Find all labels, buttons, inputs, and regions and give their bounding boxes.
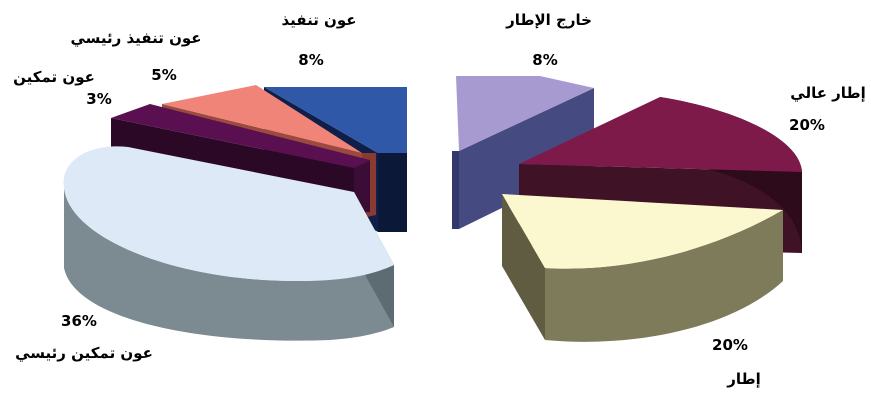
label-awn-tanfeedh-raeesi-value: 5% xyxy=(151,66,176,84)
label-awn-tamkeen-value: 3% xyxy=(86,90,111,108)
label-itar-aali-name: إطار عالي xyxy=(790,84,865,102)
slice-itar-side xyxy=(502,194,545,340)
slice-itar xyxy=(502,194,783,342)
slice-awn-tanfeedh-top xyxy=(264,87,407,153)
label-awn-tamkeen-raeesi-value: 36% xyxy=(61,312,97,330)
label-awn-tamkeen-raeesi-name: عون تمكين رئيسي xyxy=(15,344,153,362)
label-awn-tanfeedh-value: 8% xyxy=(298,51,323,69)
label-awn-tamkeen-name: عون تمكين xyxy=(13,68,95,86)
label-itar-value: 20% xyxy=(712,336,748,354)
label-kharij-al-itar-value: 8% xyxy=(532,51,557,69)
slice-awn-tamkeen-raeesi xyxy=(63,146,395,341)
slice-kharij-al-itar-top xyxy=(456,76,594,151)
slice-awn-tamkeen-raeesi-side xyxy=(64,188,394,341)
slice-kharij-al-itar xyxy=(452,76,594,229)
slice-itar-aali-top xyxy=(519,97,802,172)
slice-itar-top xyxy=(502,194,783,269)
label-kharij-al-itar-name: خارج الإطار xyxy=(505,11,592,29)
label-awn-tanfeedh-raeesi-name: عون تنفيذ رئيسي xyxy=(70,29,201,47)
label-itar-name: إطار xyxy=(726,370,761,388)
label-itar-aali-value: 20% xyxy=(789,116,825,134)
slice-awn-tamkeen-top xyxy=(111,104,370,168)
slice-itar-front xyxy=(545,210,783,342)
slice-awn-tanfeedh-raeesi-top xyxy=(162,85,362,153)
slice-kharij-al-itar-side-b xyxy=(452,151,459,229)
slice-kharij-al-itar-side-a xyxy=(459,88,594,229)
slice-awn-tamkeen-raeesi-top xyxy=(63,146,395,282)
label-awn-tanfeedh-name: عون تنفيذ xyxy=(281,11,356,29)
